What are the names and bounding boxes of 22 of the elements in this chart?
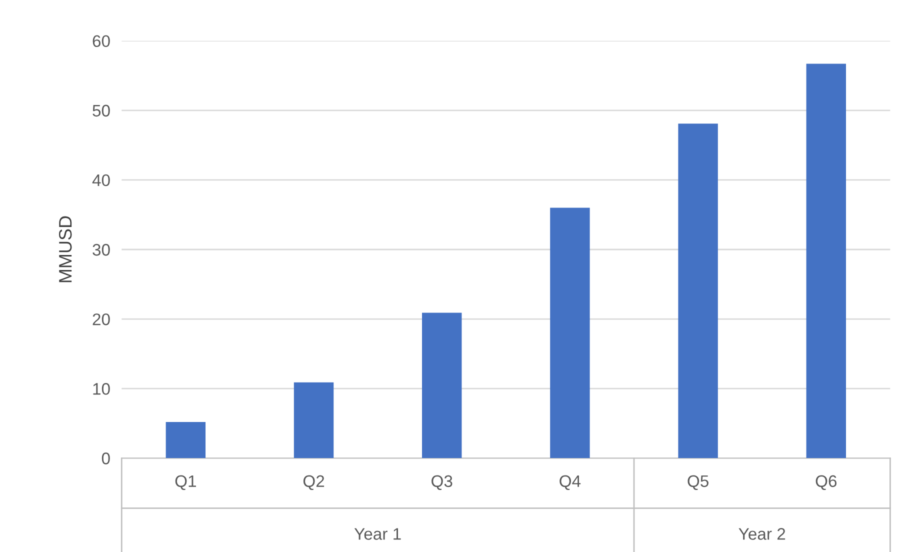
x-tick-label: Q3 <box>432 475 452 490</box>
y-axis-title: MMUSD <box>58 216 72 282</box>
y-tick-label: 60 <box>92 35 110 48</box>
bar <box>422 312 462 458</box>
text: Year 2 <box>738 528 786 540</box>
bar <box>294 382 334 458</box>
x-tick-label: Q5 <box>688 475 708 490</box>
bar <box>166 422 206 458</box>
y-tick-label: 0 <box>102 452 110 464</box>
bar <box>806 64 846 458</box>
x-tick-label: Q4 <box>560 475 581 490</box>
y-tick-label: 20 <box>92 313 110 326</box>
x-tick-label: Q1 <box>175 475 196 490</box>
bar <box>550 208 590 458</box>
y-tick-label: 30 <box>92 244 110 256</box>
y-tick-label: 10 <box>93 383 110 395</box>
x-tick-label: Q2 <box>303 475 324 490</box>
text: Year 1 <box>354 528 401 540</box>
y-tick-label: 50 <box>92 104 110 117</box>
x-tick-label: Q6 <box>816 475 837 490</box>
y-tick-label: 40 <box>92 174 110 186</box>
bar <box>678 124 718 458</box>
